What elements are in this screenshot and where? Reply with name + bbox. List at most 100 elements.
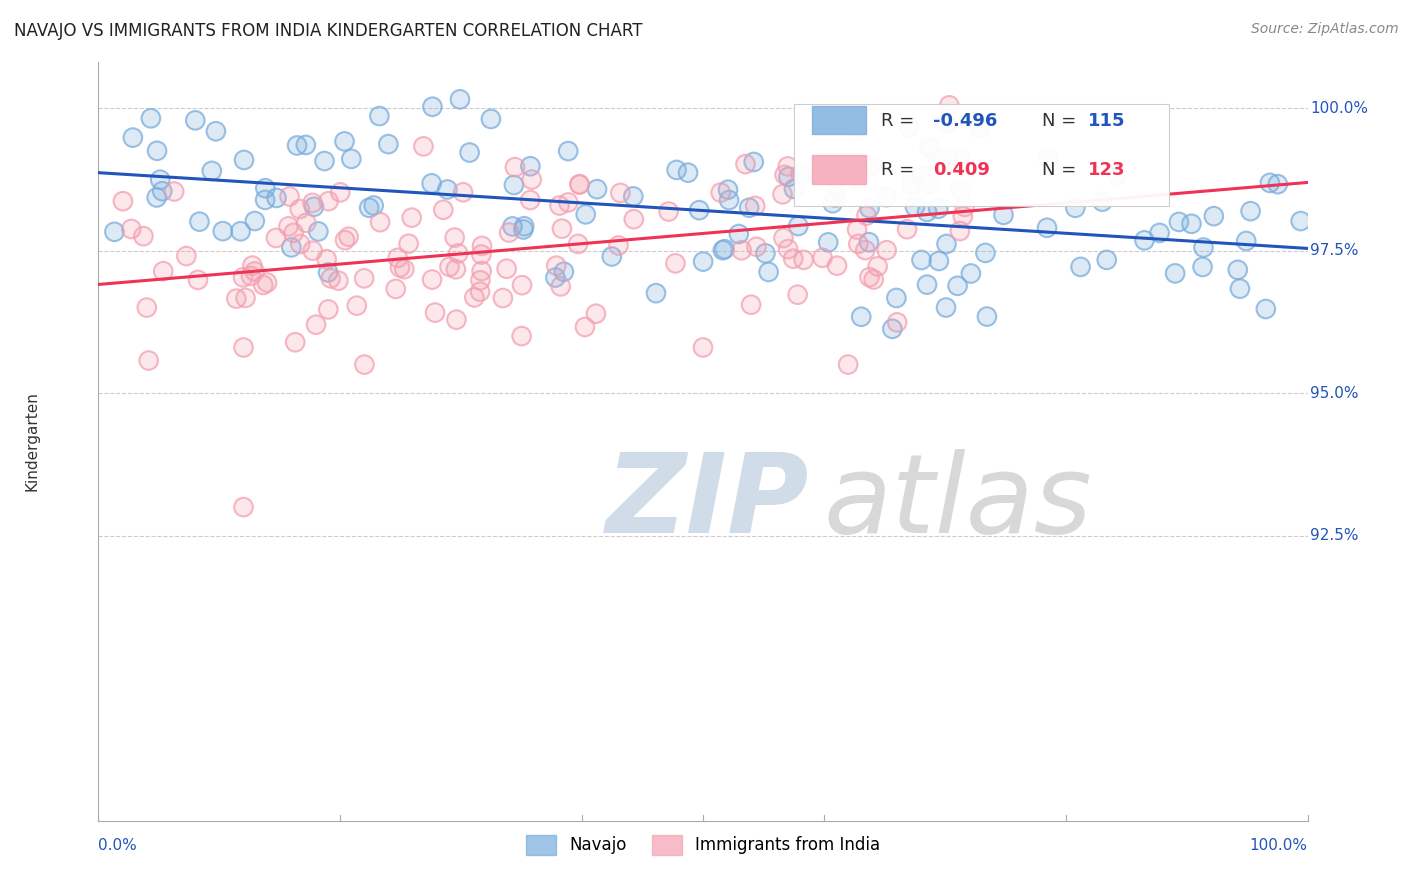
Point: [568, 178, 591, 192]
Point: [152, 264, 174, 278]
Point: [394, 262, 416, 277]
Point: [1168, 215, 1191, 229]
Point: [730, 244, 752, 258]
Point: [388, 260, 411, 275]
Point: [711, 243, 734, 257]
Point: [935, 116, 957, 130]
Point: [316, 265, 339, 279]
Point: [915, 205, 938, 219]
Point: [1191, 260, 1213, 274]
Point: [432, 202, 454, 217]
Point: [135, 301, 157, 315]
Point: [846, 236, 869, 251]
Point: [388, 260, 411, 275]
Point: [858, 270, 880, 285]
Point: [974, 246, 997, 260]
Point: [423, 305, 446, 319]
Point: [758, 265, 780, 279]
Point: [318, 302, 340, 317]
Point: [586, 182, 609, 196]
Point: [288, 202, 311, 216]
Point: [846, 222, 869, 236]
Point: [412, 139, 434, 153]
Point: [471, 239, 494, 253]
Point: [520, 172, 543, 186]
Point: [447, 246, 470, 260]
Point: [503, 178, 526, 192]
Point: [918, 141, 941, 155]
Point: [841, 165, 863, 179]
Point: [786, 287, 808, 301]
Point: [853, 243, 876, 257]
Point: [319, 271, 342, 285]
Point: [600, 250, 623, 264]
Point: [837, 358, 859, 372]
Point: [120, 222, 142, 236]
Point: [146, 144, 169, 158]
Point: [911, 169, 934, 184]
Point: [886, 291, 908, 305]
Point: [512, 222, 534, 236]
Point: [1202, 209, 1225, 223]
Point: [187, 273, 209, 287]
Point: [886, 291, 908, 305]
Point: [910, 252, 932, 267]
Point: [401, 211, 423, 225]
Point: [264, 231, 287, 245]
Point: [229, 224, 252, 238]
Point: [283, 226, 305, 240]
Point: [858, 201, 880, 215]
Point: [319, 271, 342, 285]
Point: [329, 186, 352, 200]
Point: [229, 224, 252, 238]
Point: [513, 219, 536, 234]
Point: [855, 209, 877, 223]
Point: [1234, 234, 1257, 248]
Point: [333, 135, 356, 149]
Point: [1267, 177, 1289, 191]
Point: [727, 227, 749, 241]
Point: [1036, 220, 1059, 235]
Point: [146, 144, 169, 158]
Point: [876, 190, 898, 204]
Point: [1258, 176, 1281, 190]
Point: [546, 259, 568, 273]
Point: [778, 169, 800, 184]
Point: [935, 151, 957, 165]
Point: [225, 292, 247, 306]
Point: [451, 186, 474, 200]
Point: [586, 182, 609, 196]
Point: [609, 186, 631, 200]
Point: [658, 204, 681, 219]
Point: [623, 212, 645, 227]
Point: [510, 278, 533, 293]
Point: [904, 200, 927, 214]
Point: [876, 243, 898, 257]
Point: [176, 249, 198, 263]
Point: [938, 98, 960, 112]
Point: [848, 173, 870, 187]
Point: [235, 291, 257, 305]
Point: [782, 252, 804, 266]
Point: [503, 160, 526, 174]
Point: [848, 173, 870, 187]
Point: [470, 273, 492, 287]
Point: [446, 312, 468, 326]
Point: [301, 244, 323, 258]
Point: [935, 301, 957, 315]
Point: [900, 178, 922, 192]
Point: [845, 120, 868, 135]
Point: [953, 200, 976, 214]
Point: [187, 273, 209, 287]
Point: [353, 358, 375, 372]
Point: [1254, 301, 1277, 316]
Point: [776, 160, 799, 174]
Point: [285, 138, 308, 153]
Point: [568, 178, 591, 192]
Point: [266, 191, 288, 205]
Point: [817, 235, 839, 250]
Point: [1254, 301, 1277, 316]
Point: [346, 299, 368, 313]
Point: [492, 291, 515, 305]
Point: [1149, 226, 1171, 240]
